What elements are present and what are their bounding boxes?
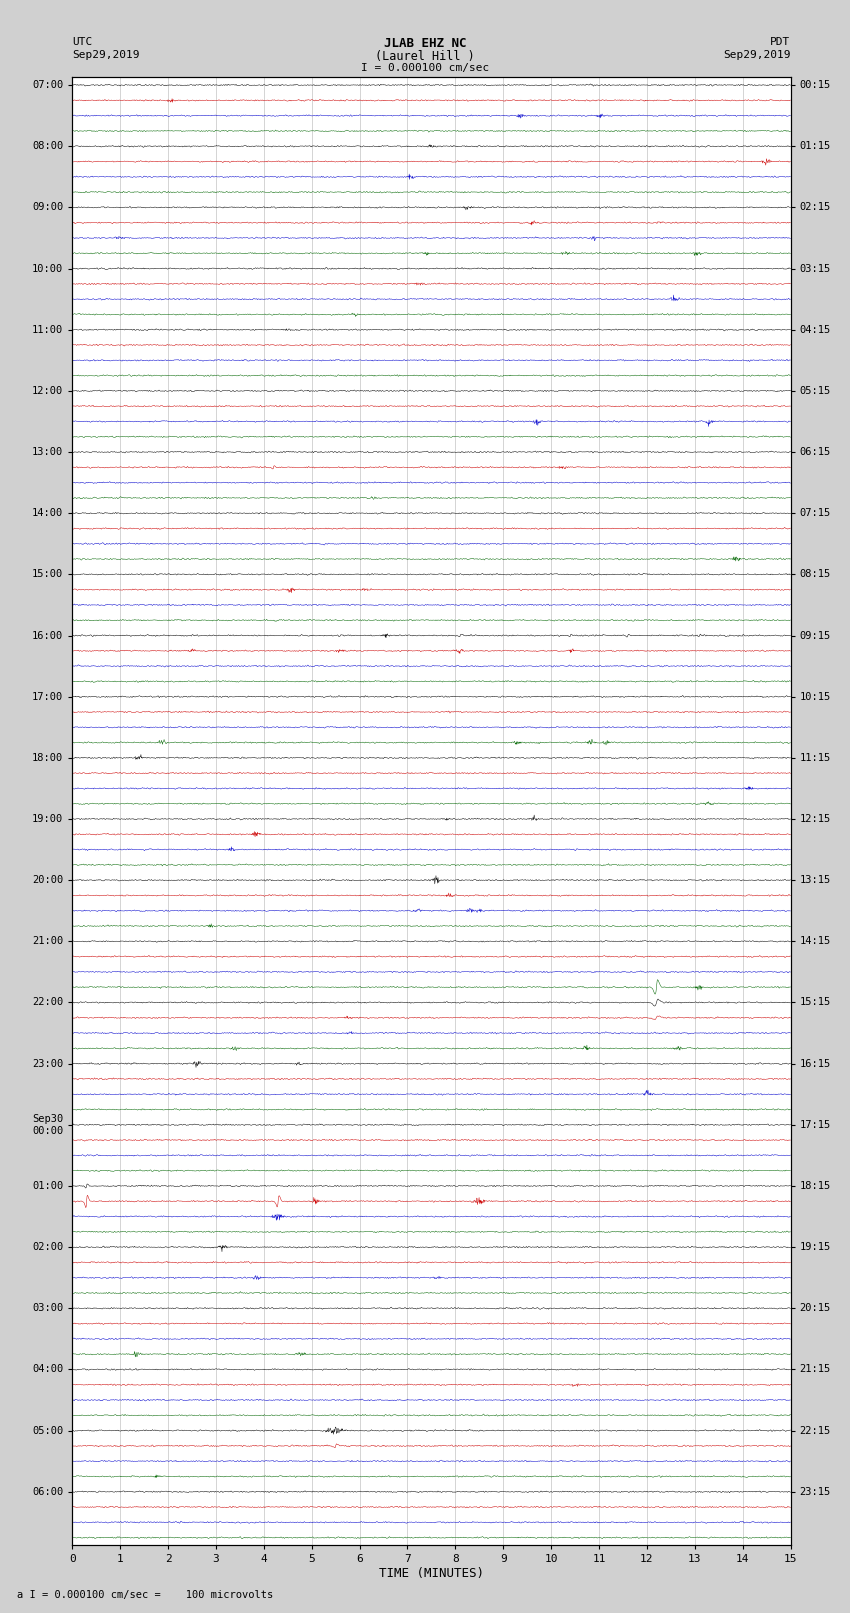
Text: Sep29,2019: Sep29,2019 xyxy=(72,50,139,60)
Text: a I = 0.000100 cm/sec =    100 microvolts: a I = 0.000100 cm/sec = 100 microvolts xyxy=(17,1590,273,1600)
X-axis label: TIME (MINUTES): TIME (MINUTES) xyxy=(379,1568,484,1581)
Text: JLAB EHZ NC: JLAB EHZ NC xyxy=(383,37,467,50)
Text: UTC: UTC xyxy=(72,37,93,47)
Text: PDT: PDT xyxy=(770,37,790,47)
Text: I = 0.000100 cm/sec: I = 0.000100 cm/sec xyxy=(361,63,489,73)
Text: (Laurel Hill ): (Laurel Hill ) xyxy=(375,50,475,63)
Text: Sep29,2019: Sep29,2019 xyxy=(723,50,791,60)
